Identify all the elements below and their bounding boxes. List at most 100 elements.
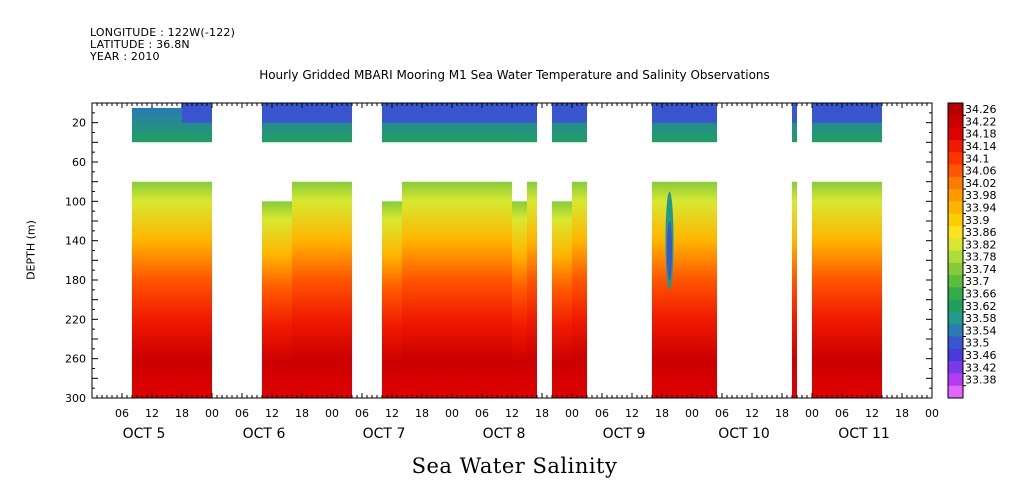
x-tick-label: 06 bbox=[595, 407, 609, 420]
colorbar-swatch bbox=[948, 238, 963, 251]
y-tick-label: 220 bbox=[65, 313, 86, 326]
x-tick-label: 00 bbox=[925, 407, 939, 420]
deep-band bbox=[527, 181, 537, 398]
colorbar-label: 34.06 bbox=[965, 165, 997, 178]
colorbar-label: 33.46 bbox=[965, 349, 997, 362]
colorbar-label: 33.94 bbox=[965, 201, 997, 214]
x-day-label: OCT 8 bbox=[483, 426, 526, 442]
colorbar-label: 34.14 bbox=[965, 140, 997, 153]
colorbar-label: 34.02 bbox=[965, 177, 997, 190]
colorbar-label: 33.98 bbox=[965, 189, 997, 202]
colorbar-label: 33.38 bbox=[965, 374, 997, 387]
colorbar-label: 33.82 bbox=[965, 238, 997, 251]
colorbar-label: 33.42 bbox=[965, 361, 997, 374]
missing-depth-gap bbox=[132, 142, 932, 182]
colorbar-label: 34.1 bbox=[965, 152, 990, 165]
colorbar-swatch bbox=[948, 287, 963, 301]
x-day-label: OCT 7 bbox=[363, 426, 406, 442]
colorbar-swatch bbox=[948, 385, 963, 399]
x-tick-label: 18 bbox=[175, 407, 189, 420]
x-tick-label: 18 bbox=[895, 407, 909, 420]
deep-band bbox=[572, 181, 587, 398]
x-tick-label: 00 bbox=[565, 407, 579, 420]
colorbar-swatch bbox=[948, 164, 963, 178]
colorbar-swatch bbox=[948, 250, 963, 264]
colorbar-label: 33.9 bbox=[965, 214, 990, 227]
y-tick-label: 180 bbox=[65, 274, 86, 287]
colorbar-label: 33.54 bbox=[965, 324, 997, 337]
colorbar-label: 33.7 bbox=[965, 275, 990, 288]
colorbar-swatch bbox=[948, 373, 963, 387]
colorbar-label: 33.74 bbox=[965, 263, 997, 276]
colorbar-swatch bbox=[948, 115, 963, 129]
heatmap-layer bbox=[92, 103, 932, 398]
colorbar-label: 33.78 bbox=[965, 251, 997, 264]
y-tick-label: 260 bbox=[65, 353, 86, 366]
colorbar-swatch bbox=[948, 336, 963, 350]
x-day-label: OCT 9 bbox=[603, 426, 646, 442]
deep-band bbox=[402, 181, 512, 398]
x-day-label: OCT 10 bbox=[718, 426, 770, 442]
deep-band bbox=[132, 181, 212, 398]
colorbar: 34.2634.2234.1834.1434.134.0634.0233.983… bbox=[947, 102, 997, 399]
x-tick-label: 12 bbox=[625, 407, 639, 420]
colorbar-swatch bbox=[948, 139, 963, 153]
x-tick-label: 00 bbox=[205, 407, 219, 420]
y-axis-label: DEPTH (m) bbox=[24, 220, 38, 280]
x-tick-label: 00 bbox=[805, 407, 819, 420]
x-tick-label: 00 bbox=[325, 407, 339, 420]
x-tick-label: 06 bbox=[835, 407, 849, 420]
x-tick-label: 12 bbox=[865, 407, 879, 420]
latitude-label: LATITUDE : 36.8N bbox=[90, 38, 190, 51]
x-tick-label: 18 bbox=[415, 407, 429, 420]
x-tick-label: 12 bbox=[265, 407, 279, 420]
x-day-label: OCT 5 bbox=[123, 426, 166, 442]
colorbar-swatch bbox=[948, 176, 963, 190]
colorbar-swatch bbox=[948, 152, 963, 165]
colorbar-label: 33.86 bbox=[965, 226, 997, 239]
x-tick-label: 12 bbox=[385, 407, 399, 420]
x-tick-label: 06 bbox=[355, 407, 369, 420]
colorbar-label: 33.5 bbox=[965, 337, 990, 350]
colorbar-swatch bbox=[948, 189, 963, 202]
x-tick-label: 00 bbox=[685, 407, 699, 420]
colorbar-swatch bbox=[948, 103, 963, 116]
x-tick-label: 06 bbox=[475, 407, 489, 420]
deep-band bbox=[292, 181, 352, 398]
y-tick-label: 20 bbox=[72, 117, 86, 130]
x-tick-label: 18 bbox=[295, 407, 309, 420]
colorbar-swatch bbox=[948, 201, 963, 215]
x-tick-label: 18 bbox=[535, 407, 549, 420]
colorbar-swatch bbox=[948, 262, 963, 276]
colorbar-swatch bbox=[948, 275, 963, 288]
colorbar-swatch bbox=[948, 311, 963, 325]
colorbar-label: 34.26 bbox=[965, 103, 997, 116]
y-tick-label: 300 bbox=[65, 392, 86, 405]
colorbar-swatch bbox=[948, 361, 963, 374]
colorbar-swatch bbox=[948, 225, 963, 239]
chart-title: Hourly Gridded MBARI Mooring M1 Sea Wate… bbox=[0, 68, 1009, 82]
x-tick-label: 06 bbox=[115, 407, 129, 420]
colorbar-label: 34.22 bbox=[965, 115, 997, 128]
year-label: YEAR : 2010 bbox=[90, 50, 160, 63]
missing-data-gap bbox=[92, 103, 132, 398]
plot-frame: 20 60 100 140 180 220 260 300 06 12 18 00 06 12 18 00 06… bbox=[65, 102, 939, 442]
colorbar-label: 33.66 bbox=[965, 288, 997, 301]
colorbar-swatch bbox=[948, 324, 963, 338]
y-tick-label: 60 bbox=[72, 156, 86, 169]
x-tick-label: 06 bbox=[715, 407, 729, 420]
chart-title-text: Hourly Gridded MBARI Mooring M1 Sea Wate… bbox=[259, 68, 770, 82]
x-tick-label: 12 bbox=[745, 407, 759, 420]
missing-data-gap bbox=[907, 103, 932, 398]
x-tick-label: 12 bbox=[505, 407, 519, 420]
x-day-label: OCT 6 bbox=[243, 426, 286, 442]
x-tick-label: 06 bbox=[235, 407, 249, 420]
x-tick-label: 18 bbox=[655, 407, 669, 420]
y-tick-label: 100 bbox=[65, 195, 86, 208]
colorbar-swatch bbox=[948, 348, 963, 362]
x-tick-label: 18 bbox=[775, 407, 789, 420]
variable-label: Sea Water Salinity bbox=[0, 454, 1009, 478]
colorbar-label: 33.58 bbox=[965, 312, 997, 325]
colorbar-label: 34.18 bbox=[965, 128, 997, 141]
